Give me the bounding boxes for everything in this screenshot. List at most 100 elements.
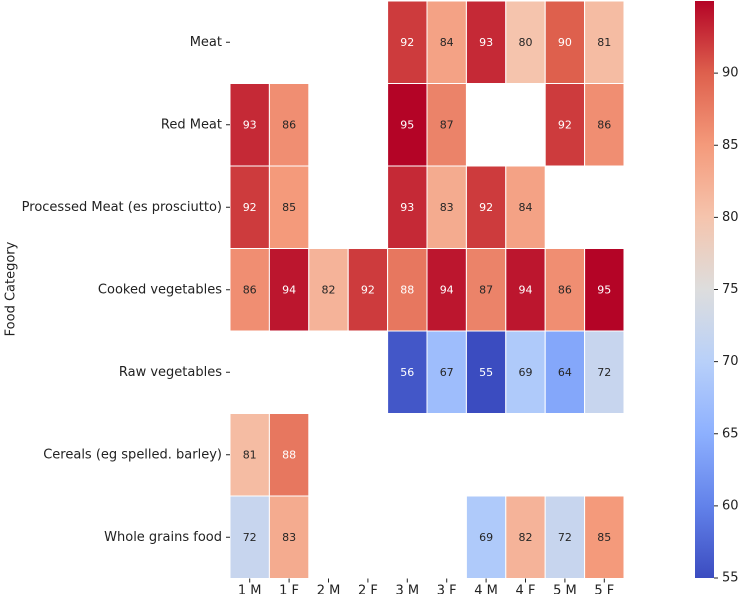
x-tick-label: 4 M: [474, 584, 498, 594]
heatmap-cell: [584, 330, 625, 414]
cell-value-label: 87: [479, 283, 493, 296]
heatmap-cell: [268, 413, 310, 497]
x-tick-label: 5 M: [553, 584, 577, 594]
colorbar-ticks: 55 60 65 70 75 80 85 90: [714, 66, 739, 586]
cell-value-label: 81: [243, 448, 257, 461]
heatmap-cell: [387, 0, 428, 84]
heatmap-cell: [465, 495, 507, 579]
heatmap-cell: [426, 165, 467, 249]
cell-value-label: 82: [519, 531, 533, 544]
y-tick-label: Cereals (eg spelled. barley): [43, 447, 222, 462]
cell-value-label: 72: [597, 366, 611, 379]
y-tick-label: Processed Meat (es prosciutto): [22, 200, 222, 215]
colorbar-tick-label: 75: [722, 282, 739, 297]
heatmap-cell: [426, 83, 467, 167]
cell-value-label: 92: [361, 283, 375, 296]
y-tick-label: Cooked vegetables: [98, 282, 222, 297]
y-axis-label: Food Category: [4, 241, 19, 336]
cell-value-label: 94: [519, 283, 533, 296]
heatmap-cell: [505, 165, 546, 249]
cell-value-label: 92: [400, 36, 414, 49]
cell-value-label: 86: [282, 118, 296, 131]
cell-value-label: 86: [597, 118, 611, 131]
heatmap-cell: [268, 83, 310, 167]
y-tick-label: Meat: [190, 35, 222, 50]
cell-value-label: 86: [243, 283, 257, 296]
cell-value-label: 72: [558, 531, 572, 544]
cell-value-label: 93: [400, 201, 414, 214]
x-tick-label: 5 F: [594, 584, 614, 594]
y-tick-label: Whole grains food: [104, 530, 222, 545]
heatmap-cell: [268, 165, 310, 249]
cell-value-label: 92: [479, 201, 493, 214]
y-tick-label: Red Meat: [161, 117, 222, 132]
heatmap-cells: 92 84 93 80 90 81 93 86 95 87 92 86 92 85 93 83 92 84 86 94…: [229, 0, 625, 579]
heatmap-cell: [584, 495, 625, 579]
cell-value-label: 83: [282, 531, 296, 544]
cell-value-label: 69: [479, 531, 493, 544]
cell-value-label: 55: [479, 366, 493, 379]
cell-value-label: 56: [400, 366, 414, 379]
x-tick-label: 1 M: [238, 584, 262, 594]
cell-value-label: 95: [400, 118, 414, 131]
cell-value-label: 85: [282, 201, 296, 214]
heatmap-cell: [465, 248, 507, 332]
cell-value-label: 92: [558, 118, 572, 131]
heatmap-cell: [229, 248, 270, 332]
heatmap-cell: [268, 248, 310, 332]
cell-value-label: 84: [519, 201, 533, 214]
heatmap-cell: [465, 0, 507, 84]
heatmap-cell: [505, 495, 546, 579]
cell-value-label: 83: [440, 201, 454, 214]
x-tick-label: 3 F: [437, 584, 457, 594]
cell-value-label: 94: [440, 283, 454, 296]
cell-value-label: 82: [322, 283, 336, 296]
cell-value-label: 64: [558, 366, 572, 379]
x-tick-label: 2 F: [358, 584, 378, 594]
cell-value-label: 69: [519, 366, 533, 379]
cell-value-label: 80: [519, 36, 533, 49]
colorbar-tick-label: 55: [722, 571, 739, 586]
x-tick-label: 3 M: [395, 584, 419, 594]
heatmap-cell: [387, 248, 428, 332]
heatmap-cell: [465, 330, 507, 414]
cell-value-label: 72: [243, 531, 257, 544]
colorbar-tick-label: 70: [722, 354, 739, 369]
cell-value-label: 93: [243, 118, 257, 131]
cell-value-label: 90: [558, 36, 572, 49]
x-tick-label: 2 M: [317, 584, 341, 594]
heatmap-cell: [347, 248, 389, 332]
cell-value-label: 95: [597, 283, 611, 296]
heatmap-cell: [229, 495, 270, 579]
heatmap-cell: [308, 248, 349, 332]
heatmap-cell: [426, 0, 467, 84]
heatmap-cell: [465, 165, 507, 249]
heatmap-cell: [387, 330, 428, 414]
cell-value-label: 86: [558, 283, 572, 296]
x-axis: 1 M 1 F 2 M 2 F 3 M 3 F 4 M 4 F 5 M 5 F: [238, 578, 614, 594]
colorbar-tick-label: 90: [722, 66, 739, 81]
cell-value-label: 88: [282, 448, 296, 461]
y-axis: Meat Red Meat Processed Meat (es prosciutt…: [22, 35, 230, 545]
cell-value-label: 88: [400, 283, 414, 296]
colorbar-tick-label: 80: [722, 210, 739, 225]
cell-value-label: 85: [597, 531, 611, 544]
colorbar-tick-label: 85: [722, 138, 739, 153]
x-tick-label: 1 F: [279, 584, 299, 594]
y-tick-label: Raw vegetables: [119, 365, 222, 380]
cell-value-label: 92: [243, 201, 257, 214]
heatmap-cell: [584, 0, 625, 84]
cell-value-label: 81: [597, 36, 611, 49]
colorbar: [695, 1, 714, 578]
colorbar-tick-label: 60: [722, 498, 739, 513]
cell-value-label: 93: [479, 36, 493, 49]
cell-value-label: 87: [440, 118, 454, 131]
cell-value-label: 94: [282, 283, 296, 296]
heatmap-cell: [584, 83, 625, 167]
cell-value-label: 84: [440, 36, 454, 49]
heatmap-cell: [584, 248, 625, 332]
colorbar-tick-label: 65: [722, 426, 739, 441]
cell-value-label: 67: [440, 366, 454, 379]
heatmap-cell: [544, 248, 586, 332]
